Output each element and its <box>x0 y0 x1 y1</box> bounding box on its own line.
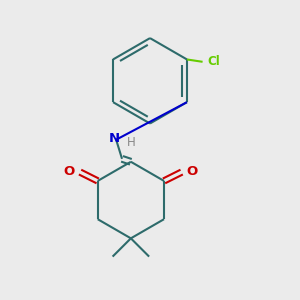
Text: Cl: Cl <box>207 55 220 68</box>
Text: O: O <box>187 165 198 178</box>
Text: O: O <box>64 165 75 178</box>
Text: H: H <box>127 136 136 149</box>
Text: N: N <box>109 132 120 145</box>
